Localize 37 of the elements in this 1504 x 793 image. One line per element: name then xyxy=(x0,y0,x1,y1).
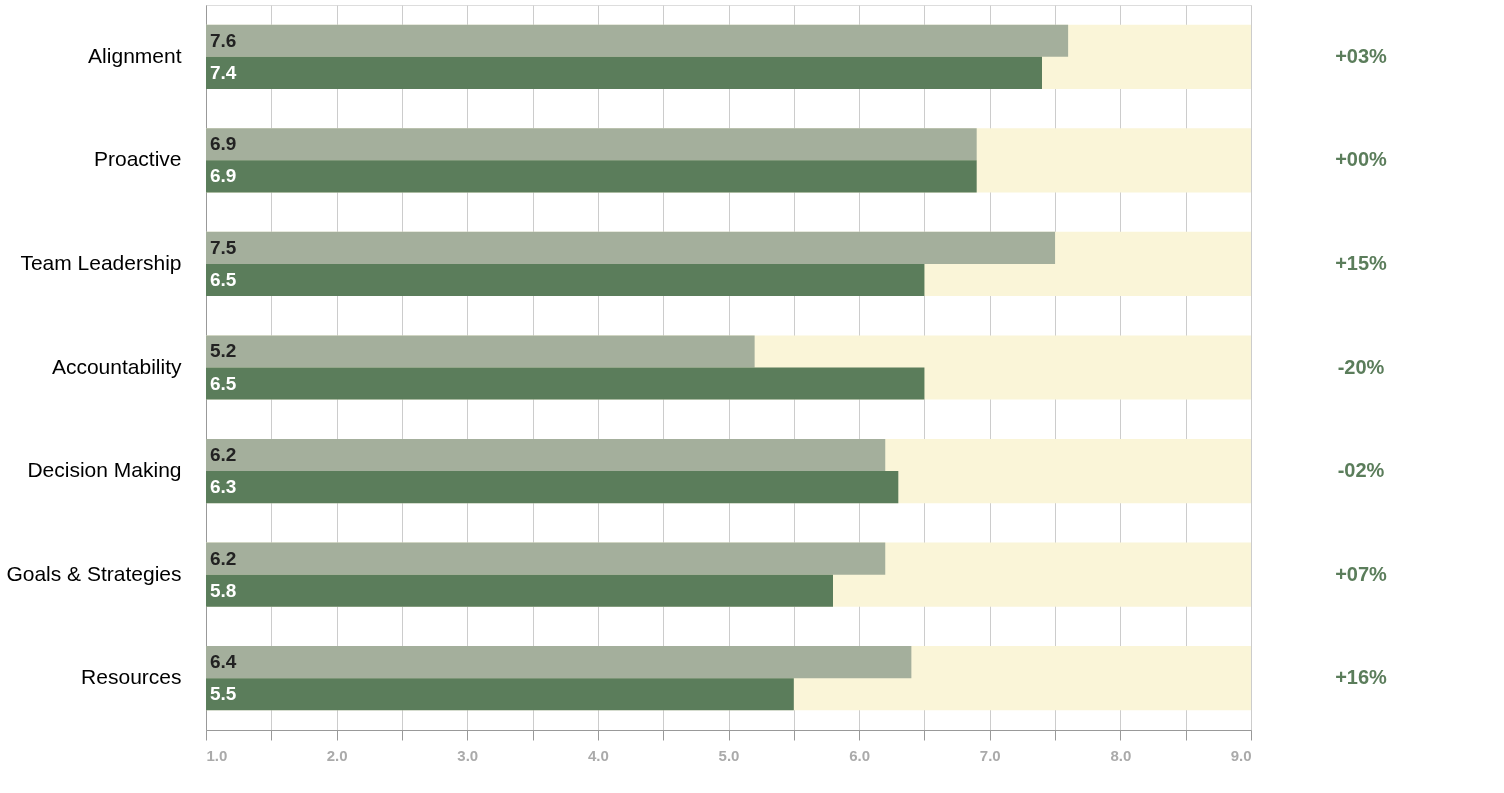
y-tick-label: Resources xyxy=(81,665,182,689)
text: +15% xyxy=(1335,251,1388,274)
x-tick-label: 4.0 xyxy=(587,746,609,764)
text: +03% xyxy=(1335,44,1388,67)
y-tick-label: Alignment xyxy=(88,43,182,67)
y-tick-label: Proactive xyxy=(93,147,182,171)
data-label: 6.5 xyxy=(210,372,237,394)
data-label: 6.2 xyxy=(210,444,237,466)
x-tick-label: 3.0 xyxy=(457,746,479,764)
text: -20% xyxy=(1337,355,1385,378)
y-tick-label: Accountability xyxy=(51,354,182,378)
data-label: 6.9 xyxy=(210,133,237,155)
y-tick-label: Decision Making xyxy=(27,458,182,482)
data-label: 6.4 xyxy=(210,651,237,673)
x-tick-label: 2.0 xyxy=(326,746,348,764)
data-label: 7.6 xyxy=(210,29,237,51)
text: +07% xyxy=(1335,562,1388,585)
data-label: 5.8 xyxy=(210,579,237,601)
data-label: 5.2 xyxy=(210,340,237,362)
data-label: 5.5 xyxy=(210,683,237,705)
data-label: 6.3 xyxy=(210,476,237,498)
text: -02% xyxy=(1337,459,1385,482)
x-tick-label: 7.0 xyxy=(979,746,1001,764)
x-tick-label: 8.0 xyxy=(1110,746,1132,764)
y-tick-label: Team Leadership xyxy=(20,250,182,274)
x-tick-label: 5.0 xyxy=(718,746,740,764)
text: +00% xyxy=(1335,148,1388,171)
x-tick-label: 9.0 xyxy=(1230,746,1252,764)
data-label: 6.5 xyxy=(210,268,237,290)
x-tick-label: 6.0 xyxy=(849,746,871,764)
data-label: 7.4 xyxy=(210,61,237,83)
text: +16% xyxy=(1335,666,1388,689)
x-tick-label: 1.0 xyxy=(206,746,228,764)
data-label: 6.2 xyxy=(210,547,237,569)
data-label: 7.5 xyxy=(210,236,237,258)
y-tick-label: Goals & Strategies xyxy=(6,561,182,585)
data-label: 6.9 xyxy=(210,165,237,187)
